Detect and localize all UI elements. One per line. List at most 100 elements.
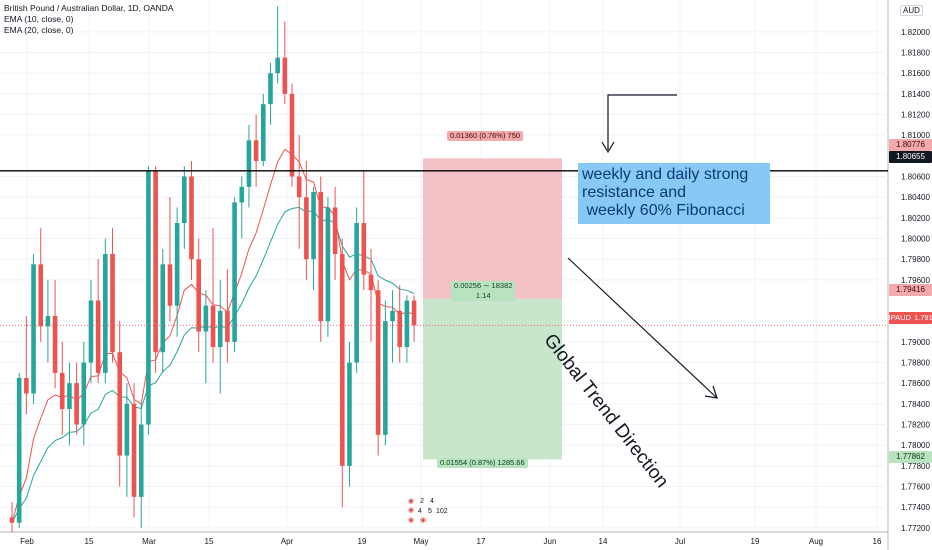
economic-events[interactable]: ◉ 2 4 ◉ 4 5 102 ◉ ◉ [408, 498, 450, 528]
candle-body [217, 310, 223, 348]
price-tick-label: 1.77400 [901, 503, 930, 512]
price-tick-label: 1.80400 [901, 193, 930, 202]
candle-body [404, 300, 410, 348]
event-count: 5 [428, 508, 432, 515]
position-entry-label[interactable]: 0.00256 ∼ 18382 1.14 [451, 281, 516, 301]
candle-body [203, 305, 209, 332]
candle-body [397, 310, 403, 348]
take-profit-label[interactable]: 0.01554 (0.87%) 1285.66 [437, 458, 528, 468]
entry-label-line1: 0.00256 ∼ 18382 [454, 281, 513, 290]
event-icon[interactable]: ◉ [408, 507, 415, 514]
candle-body [167, 264, 173, 306]
price-tick-label: 1.80600 [901, 173, 930, 182]
drawn-arrows [567, 94, 718, 399]
price-tick-label: 1.78800 [901, 359, 930, 368]
event-count: 102 [436, 508, 448, 515]
price-tick-label: 1.82000 [901, 28, 930, 37]
price-tick-label: 1.77800 [901, 462, 930, 471]
note-line-1: weekly and daily strong [582, 166, 749, 183]
candle-body [232, 202, 237, 342]
price-tick-label: 1.79000 [901, 338, 930, 347]
candle-body [332, 207, 338, 255]
candle-body [131, 403, 137, 497]
price-tick-label: 1.81200 [901, 111, 930, 120]
position-zones [423, 158, 562, 460]
resistance-note[interactable]: weekly and daily strong resistance and w… [578, 163, 770, 224]
candle-body [368, 274, 374, 291]
candle-body [160, 264, 166, 353]
candle-body [9, 517, 15, 523]
candle-body [339, 254, 345, 466]
candle-body [311, 192, 316, 260]
price-tick-label: 1.80200 [901, 214, 930, 223]
take-profit-zone [423, 298, 562, 460]
chart-legend: British Pound / Australian Dollar, 1D, O… [4, 3, 174, 36]
event-count: 2 [420, 498, 424, 505]
candle-body [38, 264, 44, 327]
trend-arrow [567, 257, 718, 399]
stop-price-tag: 1.80776 [889, 139, 932, 151]
event-count: 4 [430, 498, 434, 505]
price-tick-label: 1.78000 [901, 441, 930, 450]
candle-body [103, 254, 108, 373]
candle-body [282, 57, 288, 94]
candle-body [88, 300, 94, 363]
candle-body [124, 403, 130, 456]
candle-body [325, 207, 331, 322]
candles [9, 6, 417, 532]
legend-symbol[interactable]: British Pound / Australian Dollar, 1D, O… [4, 3, 174, 13]
candle-body [261, 104, 266, 162]
resistance-arrow-head [601, 141, 615, 154]
candle-body [275, 57, 280, 74]
time-tick-label: May [413, 537, 428, 546]
candle-body [45, 316, 51, 327]
event-icon[interactable]: ◉ [408, 517, 415, 524]
event-icon[interactable]: ◉ [420, 517, 427, 524]
time-tick-label: Apr [281, 537, 294, 546]
time-tick-label: Jul [675, 537, 685, 546]
candle-body [81, 362, 87, 425]
currency-button[interactable]: AUD [900, 5, 923, 16]
candle-body [246, 140, 252, 187]
event-icon[interactable]: ◉ [408, 498, 415, 505]
stop-loss-label[interactable]: 0.01360 (0.76%) 750 [447, 131, 524, 141]
time-tick-label: Feb [20, 537, 34, 546]
candle-body [74, 383, 79, 425]
candle-body [146, 171, 151, 425]
candle-body [289, 93, 295, 177]
candle-body [31, 264, 36, 394]
time-tick-label: 19 [751, 537, 760, 546]
legend-ema10[interactable]: EMA (10, close, 0) [4, 14, 74, 24]
candle-body [59, 372, 65, 410]
time-tick-label: 15 [205, 537, 214, 546]
entry-price-tag: 1.79416 [889, 284, 932, 296]
target-price-tag: 1.77862 [889, 451, 932, 463]
note-line-3: weekly 60% Fibonacci [582, 202, 745, 219]
price-axis: 1.82000 1.81800 1.81600 1.81400 1.81200 1.810… [901, 28, 930, 533]
candle-body [189, 176, 194, 260]
legend-ema20[interactable]: EMA (20, close, 0) [4, 25, 74, 35]
resistance-arrow [607, 94, 677, 150]
candle-body [225, 310, 230, 342]
candle-body [138, 424, 144, 497]
candle-body [304, 197, 309, 260]
price-tick-label: 1.78400 [901, 400, 930, 409]
candle-body [95, 300, 101, 373]
time-tick-label: Jun [544, 537, 557, 546]
candle-body [411, 300, 417, 326]
candle-body [253, 140, 259, 162]
candle-body [383, 321, 388, 435]
price-tick-label: 1.79800 [901, 255, 930, 264]
price-tick-label: 1.81800 [901, 49, 930, 58]
entry-label-line2: 1.14 [475, 291, 491, 300]
price-tick-label: 1.78600 [901, 379, 930, 388]
price-tick-label: 1.78200 [901, 421, 930, 430]
price-tick-label: 1.77200 [901, 524, 930, 533]
candle-body [153, 171, 158, 353]
candle-body [182, 176, 187, 224]
trend-arrow-head [704, 385, 718, 399]
candle-body [174, 223, 180, 306]
candle-body [196, 259, 201, 332]
note-line-2: resistance and [582, 184, 687, 201]
